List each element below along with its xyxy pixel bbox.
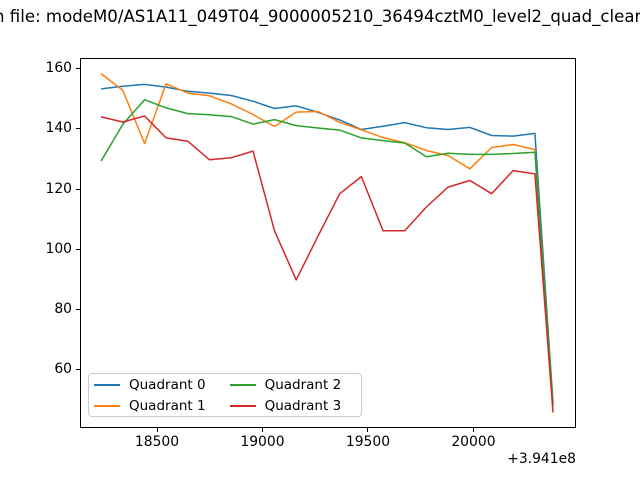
legend-column: Quadrant 2 Quadrant 3 <box>229 376 342 414</box>
y-tick-mark <box>76 368 80 370</box>
x-tick-label: 19500 <box>345 434 391 450</box>
x-axis-offset-label: +3.941e8 <box>507 451 576 467</box>
y-tick-label: 160 <box>45 60 72 77</box>
x-tick-mark <box>472 427 474 432</box>
legend-line-swatch <box>229 383 256 386</box>
y-tick-mark <box>76 308 80 310</box>
x-tick-mark <box>367 427 369 432</box>
legend-label: Quadrant 3 <box>264 397 342 414</box>
y-tick-mark <box>76 248 80 250</box>
y-tick-label: 140 <box>45 120 72 137</box>
legend-item-quadrant-2: Quadrant 2 <box>229 376 342 393</box>
legend-label: Quadrant 2 <box>264 376 342 393</box>
y-tick-mark <box>76 188 80 190</box>
legend-label: Quadrant 1 <box>129 397 206 414</box>
legend-item-quadrant-3: Quadrant 3 <box>229 397 342 414</box>
legend-line-swatch <box>94 404 120 407</box>
series-group <box>100 72 554 412</box>
legend-item-quadrant-1: Quadrant 1 <box>94 397 206 414</box>
legend-label: Quadrant 0 <box>129 376 206 393</box>
x-tick-mark <box>261 427 263 432</box>
y-tick-label: 60 <box>54 360 72 377</box>
y-tick-mark <box>76 68 80 70</box>
x-tick-label: 18500 <box>134 434 180 450</box>
series-line-quadrant-3 <box>100 114 554 412</box>
series-line-quadrant-0 <box>101 83 554 403</box>
y-tick-label: 80 <box>54 300 72 317</box>
y-tick-mark <box>76 128 80 130</box>
x-tick-mark <box>156 427 158 432</box>
series-line-quadrant-1 <box>100 72 554 406</box>
plot-area <box>80 57 576 428</box>
axes-frame <box>80 57 576 428</box>
series-line-quadrant-2 <box>100 98 554 404</box>
chart-title: n file: modeM0/AS1A11_049T04_9000005210_… <box>0 7 640 26</box>
y-tick-label: 120 <box>45 180 72 197</box>
y-tick-label: 100 <box>45 240 72 257</box>
legend: Quadrant 0 Quadrant 1 Quadrant 2 Quadrant 3 <box>88 373 362 417</box>
x-tick-label: 20000 <box>451 434 496 450</box>
legend-item-quadrant-0: Quadrant 0 <box>94 376 206 393</box>
legend-column: Quadrant 0 Quadrant 1 <box>94 376 206 414</box>
legend-line-swatch <box>94 383 120 386</box>
x-tick-label: 19000 <box>240 434 285 450</box>
legend-line-swatch <box>229 404 256 407</box>
